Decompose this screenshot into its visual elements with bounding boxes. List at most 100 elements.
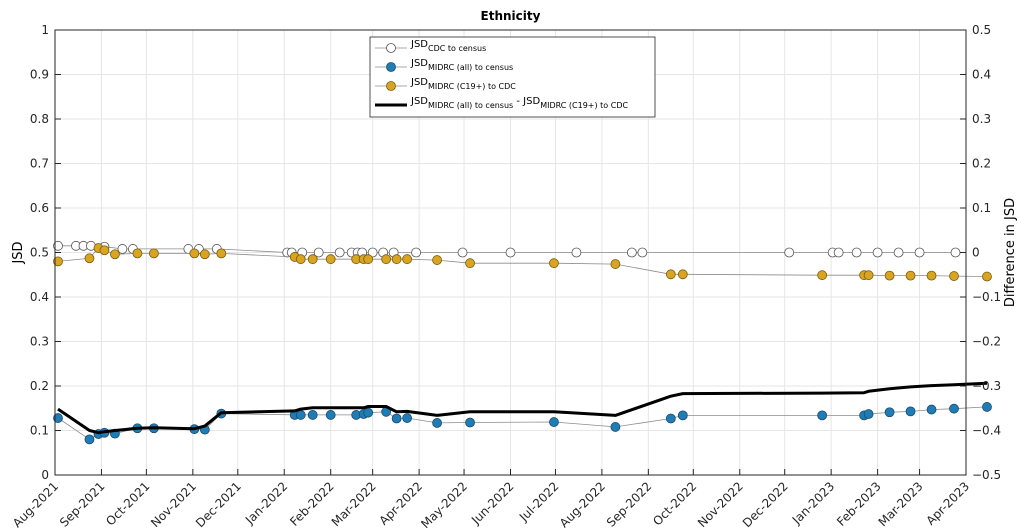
data-point (457, 247, 468, 258)
data-point (817, 410, 828, 421)
left-tick-label: 1 (41, 23, 49, 37)
data-point (84, 253, 95, 264)
data-point (84, 434, 95, 445)
data-point (950, 247, 961, 258)
right-tick-label: 0 (972, 246, 980, 260)
data-point (893, 247, 904, 258)
data-point (626, 247, 637, 258)
x-tick-label: Nov-2022 (695, 479, 746, 529)
data-point (549, 258, 559, 269)
data-point (391, 413, 402, 424)
series-2 (53, 243, 992, 282)
x-tick-label: Oct-2022 (650, 479, 699, 528)
left-tick-label: 0.6 (30, 201, 49, 215)
data-point (367, 247, 378, 258)
data-point (863, 270, 874, 281)
x-tick-label: Sep-2021 (57, 479, 108, 529)
right-tick-label: 0.4 (972, 68, 991, 82)
data-point (784, 247, 795, 258)
x-tick-label: Jul-2022 (516, 479, 562, 525)
legend-entry-3: JSDMIDRC (all) to census - JSDMIDRC (C19… (375, 96, 628, 110)
left-tick-label: 0.5 (30, 246, 49, 260)
x-tick-label: Aug-2021 (10, 479, 61, 529)
legend: JSDCDC to census JSDMIDRC (all) to census… (369, 36, 656, 118)
data-point (905, 406, 916, 417)
data-point (381, 254, 392, 265)
data-point (391, 254, 402, 265)
left-tick-label: 0.7 (30, 157, 49, 171)
data-point (884, 270, 895, 281)
left-axis-ticks: 0 0.1 0.2 0.3 0.4 0.5 0.6 0.7 0.8 0.9 1 (30, 23, 61, 482)
x-tick-label: Dec-2021 (193, 479, 244, 529)
left-tick-label: 0.8 (30, 112, 49, 126)
legend-swatch (386, 43, 396, 53)
data-point (872, 247, 883, 258)
legend-entry-2: JSDMIDRC (C19+) to CDC (375, 77, 516, 91)
data-point (307, 410, 318, 420)
series-1 (53, 402, 992, 445)
series-3 (57, 381, 988, 435)
right-tick-label: −0.1 (972, 290, 1001, 304)
x-tick-label: Nov-2021 (148, 479, 199, 529)
right-tick-label: −0.5 (972, 468, 1001, 482)
right-tick-label: 0.3 (972, 112, 991, 126)
data-point (99, 245, 110, 256)
chart-title: Ethnicity (481, 9, 541, 23)
data-point (637, 247, 648, 258)
data-point (571, 247, 582, 258)
data-point (465, 417, 475, 428)
x-tick-label: Apr-2023 (923, 479, 972, 528)
legend-entry-1: JSDMIDRC (all) to census (375, 58, 513, 72)
left-tick-label: 0.3 (30, 335, 49, 349)
x-tick-label: Jun-2022 (468, 479, 517, 528)
legend-entry-0: JSDCDC to census (375, 39, 486, 53)
data-point (363, 407, 374, 418)
data-point (505, 247, 516, 258)
data-point (189, 248, 200, 259)
data-point (216, 248, 227, 259)
legend-label: JSDMIDRC (all) to census - JSDMIDRC (C19… (410, 96, 628, 110)
data-point (465, 258, 475, 269)
x-tick-label: Jan-2022 (242, 479, 290, 527)
data-point (325, 410, 336, 420)
data-point (863, 409, 874, 419)
data-point (982, 402, 992, 412)
y-axis-label-right: Difference in JSD (1003, 198, 1018, 307)
data-point (110, 249, 120, 260)
legend-swatch (386, 81, 396, 91)
x-tick-label: May-2022 (418, 479, 470, 529)
data-point (307, 254, 318, 265)
data-point (949, 271, 959, 281)
data-point (677, 410, 688, 421)
data-point (432, 418, 442, 428)
data-point (295, 254, 306, 265)
data-point (549, 417, 559, 427)
x-tick-label: Jan-2023 (789, 479, 837, 527)
legend-box (369, 36, 656, 118)
data-point (949, 403, 959, 414)
legend-label: JSDMIDRC (C19+) to CDC (410, 77, 516, 91)
legend-label: JSDMIDRC (all) to census (410, 58, 513, 72)
data-point (665, 413, 676, 424)
right-tick-label: 0.2 (972, 157, 991, 171)
data-point (325, 254, 336, 265)
legend-swatch (386, 62, 396, 72)
data-point (610, 259, 621, 269)
right-tick-label: −0.3 (972, 379, 1001, 393)
data-point (148, 248, 159, 259)
x-tick-label: Mar-2022 (329, 479, 379, 529)
y-axis-label-left: JSD (11, 241, 26, 264)
data-point (53, 413, 63, 423)
data-point (132, 248, 143, 259)
series-layer (53, 240, 992, 445)
x-tick-label: Aug-2022 (557, 479, 608, 529)
right-axis-ticks: −0.5 −0.4 −0.3 −0.2 −0.1 0 0.1 0.2 0.3 0.4 0.5 (960, 23, 1001, 482)
data-point (334, 247, 345, 258)
left-tick-label: 0.1 (30, 424, 49, 438)
data-point (313, 247, 324, 258)
right-tick-label: −0.2 (972, 335, 1001, 349)
series-0 (53, 240, 961, 258)
data-point (677, 269, 688, 280)
left-tick-label: 0.4 (30, 290, 49, 304)
